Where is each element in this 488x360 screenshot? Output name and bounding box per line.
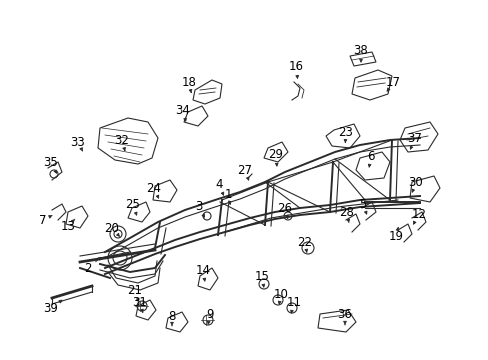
Text: 28: 28	[339, 207, 354, 220]
Text: 2: 2	[84, 261, 92, 274]
Text: 3: 3	[195, 201, 202, 213]
Text: 4: 4	[215, 179, 223, 192]
Text: 6: 6	[366, 150, 374, 163]
Text: 22: 22	[297, 237, 312, 249]
Text: 34: 34	[175, 104, 190, 117]
Text: 23: 23	[338, 126, 353, 139]
Text: 1: 1	[224, 188, 231, 201]
Text: 15: 15	[254, 270, 269, 284]
Text: 13: 13	[61, 220, 75, 233]
Text: 10: 10	[273, 288, 288, 301]
Text: 16: 16	[288, 59, 303, 72]
Text: 30: 30	[408, 175, 423, 189]
Text: 18: 18	[181, 77, 196, 90]
Text: 33: 33	[70, 135, 85, 148]
Text: 24: 24	[146, 181, 161, 194]
Text: 9: 9	[206, 307, 213, 320]
Text: 27: 27	[237, 163, 252, 176]
Text: 25: 25	[125, 198, 140, 211]
Text: 35: 35	[43, 157, 58, 170]
Text: 12: 12	[411, 207, 426, 220]
Text: 37: 37	[407, 132, 422, 145]
Text: 5: 5	[359, 198, 366, 211]
Text: 17: 17	[385, 77, 400, 90]
Text: 21: 21	[127, 284, 142, 297]
Text: 19: 19	[387, 230, 403, 243]
Text: 7: 7	[39, 213, 47, 226]
Text: 26: 26	[277, 202, 292, 216]
Text: 32: 32	[114, 135, 129, 148]
Text: 39: 39	[43, 302, 59, 315]
Text: 31: 31	[132, 297, 147, 310]
Text: 38: 38	[353, 45, 367, 58]
Text: 14: 14	[195, 265, 210, 278]
Text: 20: 20	[104, 221, 119, 234]
Text: 36: 36	[337, 309, 352, 321]
Text: 11: 11	[286, 297, 301, 310]
Text: 8: 8	[168, 310, 175, 323]
Text: 29: 29	[268, 148, 283, 162]
